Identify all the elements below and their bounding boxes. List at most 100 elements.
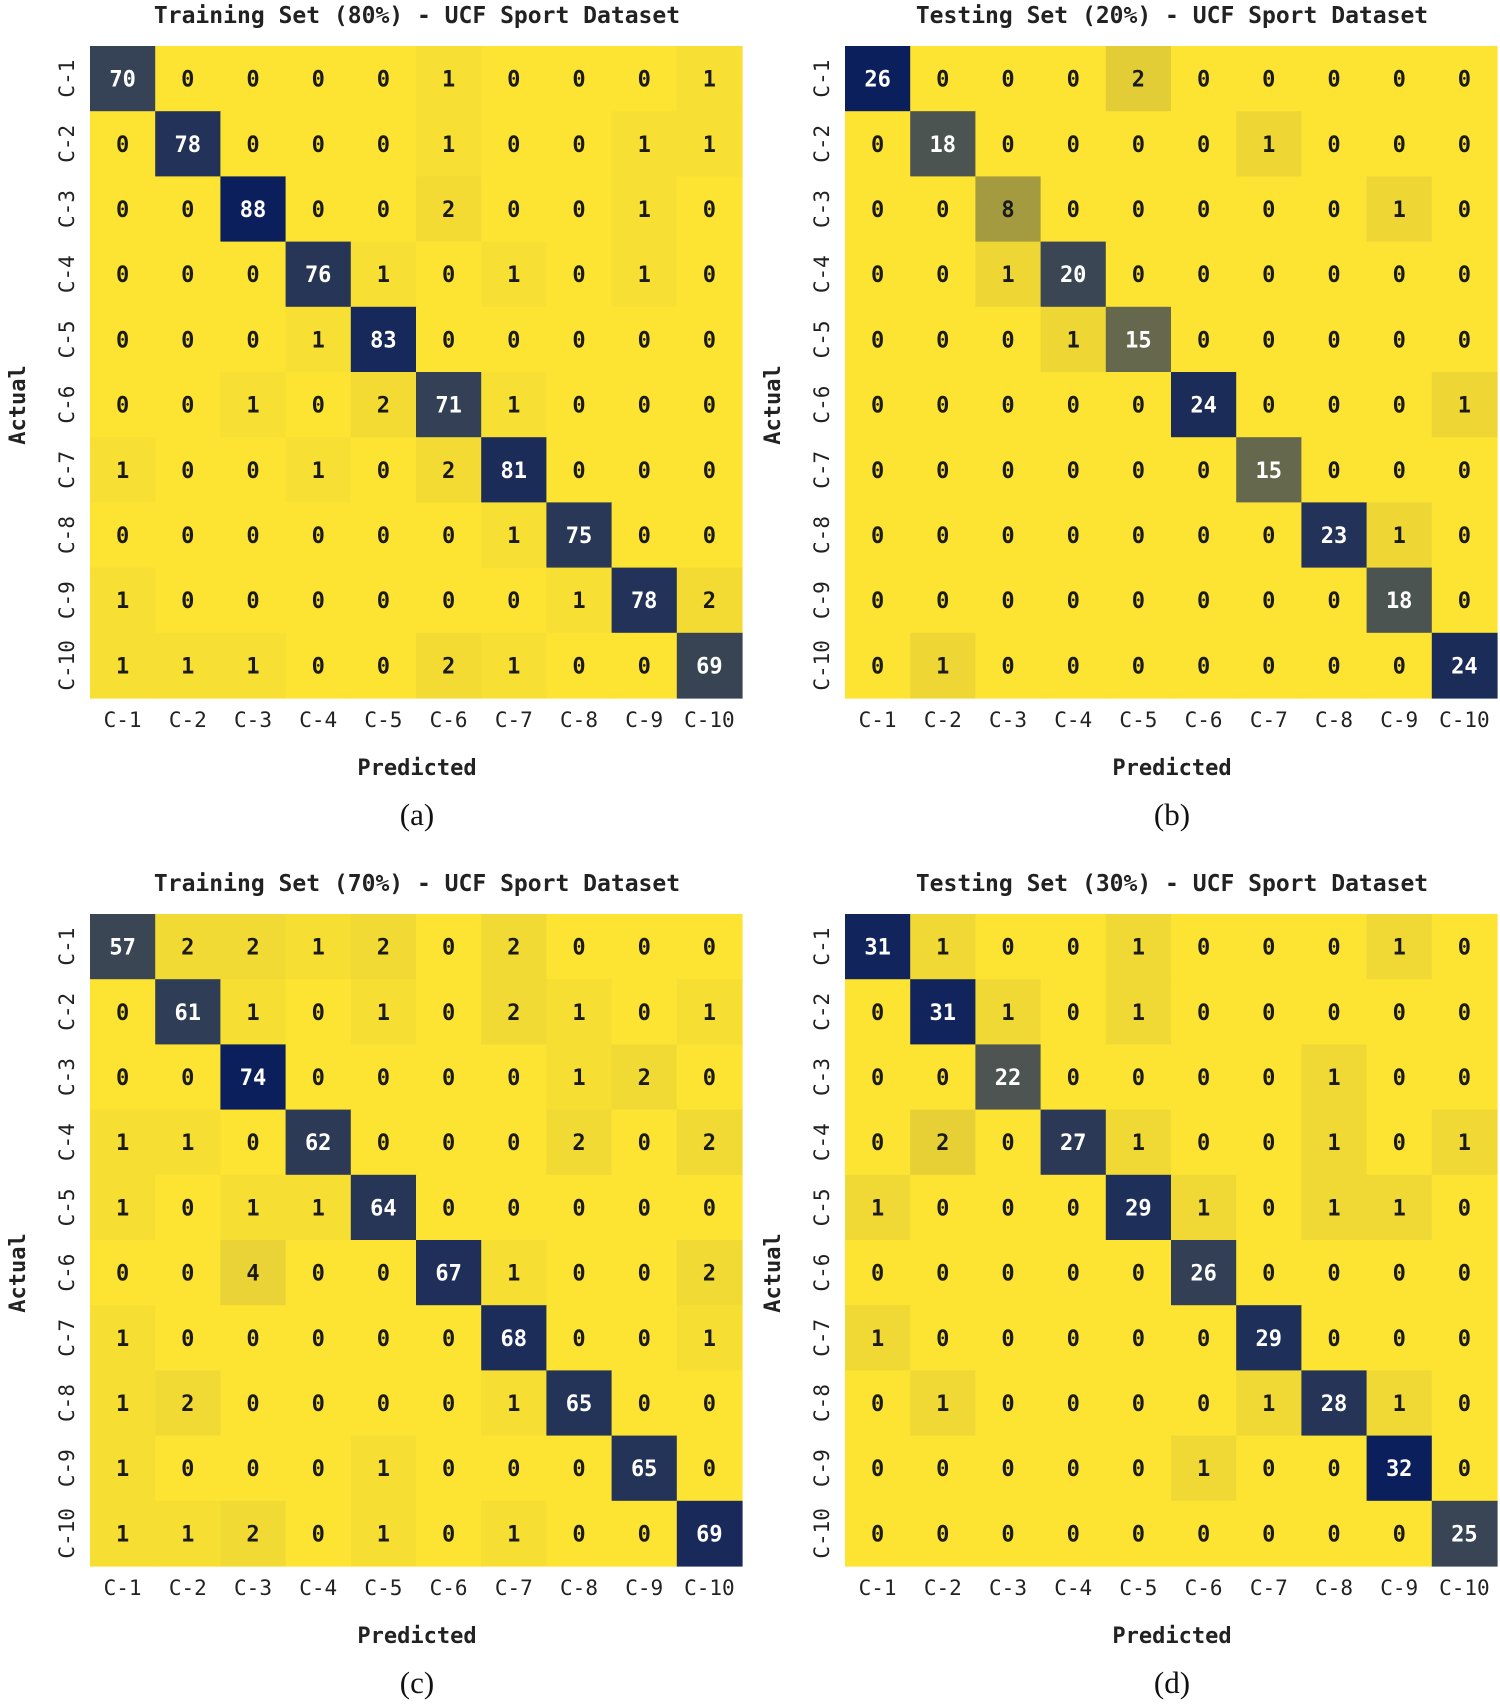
cell-value: 0: [442, 1457, 455, 1482]
heatmap-cell: [1236, 1370, 1302, 1437]
panel-a: Training Set (80%) - UCF Sport Dataset 7…: [6, 3, 743, 832]
x-axis-label: Predicted: [357, 1624, 476, 1649]
cell-value: 0: [1001, 524, 1014, 549]
cell-value: 0: [1458, 133, 1471, 158]
cell-value: 1: [377, 263, 390, 288]
cell-value: 27: [1060, 1131, 1087, 1156]
heatmap-cell: [220, 1370, 287, 1437]
heatmap-cell: [90, 914, 156, 980]
cell-value: 0: [116, 394, 129, 419]
heatmap-cell: [1301, 241, 1368, 308]
cell-value: 0: [116, 198, 129, 223]
heatmap-cell: [155, 1174, 221, 1241]
x-tick-label: C-5: [1119, 708, 1157, 732]
heatmap-cell: [350, 1370, 417, 1437]
heatmap-cell: [1171, 1240, 1237, 1306]
cell-value: 71: [435, 394, 462, 419]
cell-value: 0: [871, 1457, 884, 1482]
heatmap-cell: [155, 372, 221, 438]
heatmap-cell: [1040, 1240, 1107, 1306]
cell-value: 0: [1001, 589, 1014, 614]
cell-value: 1: [1132, 1001, 1145, 1026]
heatmap-cell: [845, 632, 911, 699]
heatmap-cell: [350, 176, 417, 243]
heatmap-cell: [975, 437, 1042, 503]
cell-value: 0: [1197, 263, 1210, 288]
cell-value: 0: [1067, 1327, 1080, 1352]
heatmap-cell: [285, 372, 352, 438]
heatmap-cell: [975, 372, 1042, 438]
cell-value: 1: [1001, 1001, 1014, 1026]
cell-value: 70: [109, 68, 136, 93]
y-tick-label: C-9: [810, 1449, 834, 1487]
heatmap-cell: [285, 1174, 352, 1241]
cell-value: 18: [1386, 589, 1413, 614]
heatmap-cell: [220, 306, 287, 373]
cell-value: 0: [1327, 1522, 1340, 1547]
heatmap-cell: [1366, 567, 1433, 634]
y-axis-ticks: C-1 C-2 C-3 C-4 C-5 C-6 C-7 C-8 C-9 C-10: [55, 928, 79, 1559]
heatmap-cell: [1366, 241, 1433, 308]
heatmap-cell: [220, 1500, 287, 1567]
heatmap-cell: [350, 567, 417, 634]
heatmap-cell: [611, 1174, 678, 1241]
cell-value: 0: [116, 1001, 129, 1026]
cell-value: 0: [1262, 1262, 1275, 1287]
cell-value: 1: [507, 394, 520, 419]
heatmap-cell: [1171, 1109, 1237, 1176]
cell-value: 0: [116, 1066, 129, 1091]
x-axis-ticks: C-1 C-2 C-3 C-4 C-5 C-6 C-7 C-8 C-9 C-10: [104, 1576, 735, 1600]
heatmap-cell: [220, 1305, 287, 1371]
y-tick-label: C-6: [810, 1254, 834, 1292]
cell-value: 0: [1197, 654, 1210, 679]
heatmap-cell: [155, 1240, 221, 1306]
heatmap-cell: [1301, 437, 1368, 503]
heatmap-cell: [1366, 1305, 1433, 1371]
y-tick-label: C-2: [810, 125, 834, 163]
cell-value: 1: [1393, 198, 1406, 223]
heatmap-cell: [481, 1044, 547, 1111]
cell-value: 0: [638, 1522, 651, 1547]
x-tick-label: C-4: [299, 708, 337, 732]
cell-value: 2: [181, 936, 194, 961]
cell-value: 0: [1197, 936, 1210, 961]
heatmap-cell: [1366, 632, 1433, 699]
cell-value: 0: [572, 328, 585, 353]
cell-value: 0: [377, 524, 390, 549]
heatmap-cell: [975, 306, 1042, 373]
cell-value: 1: [507, 654, 520, 679]
heatmap-cell: [1301, 1500, 1368, 1567]
heatmap-cell: [1105, 632, 1172, 699]
cell-value: 31: [930, 1001, 957, 1026]
cell-value: 2: [572, 1131, 585, 1156]
cell-value: 1: [638, 198, 651, 223]
heatmap-cell: [416, 567, 482, 634]
heatmap-cell: [1040, 1305, 1107, 1371]
cell-value: 0: [572, 654, 585, 679]
cell-value: 1: [507, 524, 520, 549]
heatmap-cell: [1431, 1370, 1498, 1437]
heatmap-cell: [1040, 979, 1107, 1045]
y-tick-label: C-3: [55, 1058, 79, 1096]
heatmap-cell: [1105, 1109, 1172, 1176]
heatmap-cell: [416, 46, 482, 112]
cell-value: 23: [1321, 524, 1348, 549]
heatmap-cell: [1105, 979, 1172, 1045]
heatmap-cell: [1366, 437, 1433, 503]
y-axis-label: Actual: [6, 365, 31, 444]
y-tick-label: C-3: [55, 190, 79, 228]
heatmap-cell: [1171, 1174, 1237, 1241]
cell-value: 0: [1393, 654, 1406, 679]
heatmap-cell: [1366, 372, 1433, 438]
heatmap-cell: [1236, 1305, 1302, 1371]
heatmap-cell: [676, 914, 743, 980]
cell-value: 0: [871, 654, 884, 679]
heatmap-cell: [1236, 46, 1302, 112]
cell-value: 0: [703, 198, 716, 223]
heatmap-cell: [1431, 1435, 1498, 1502]
heatmap-cell: [1040, 1044, 1107, 1111]
cell-value: 0: [638, 654, 651, 679]
heatmap-grid: 26 0 0 0 2 0 0 0 0 00 18 0 0 0 0 1 0 0 00 0 8 0 0 0 0 0 1 00 0 1 20 0 0 0…: [845, 46, 1498, 699]
cell-value: 78: [175, 133, 202, 158]
heatmap-cell: [155, 1500, 221, 1567]
